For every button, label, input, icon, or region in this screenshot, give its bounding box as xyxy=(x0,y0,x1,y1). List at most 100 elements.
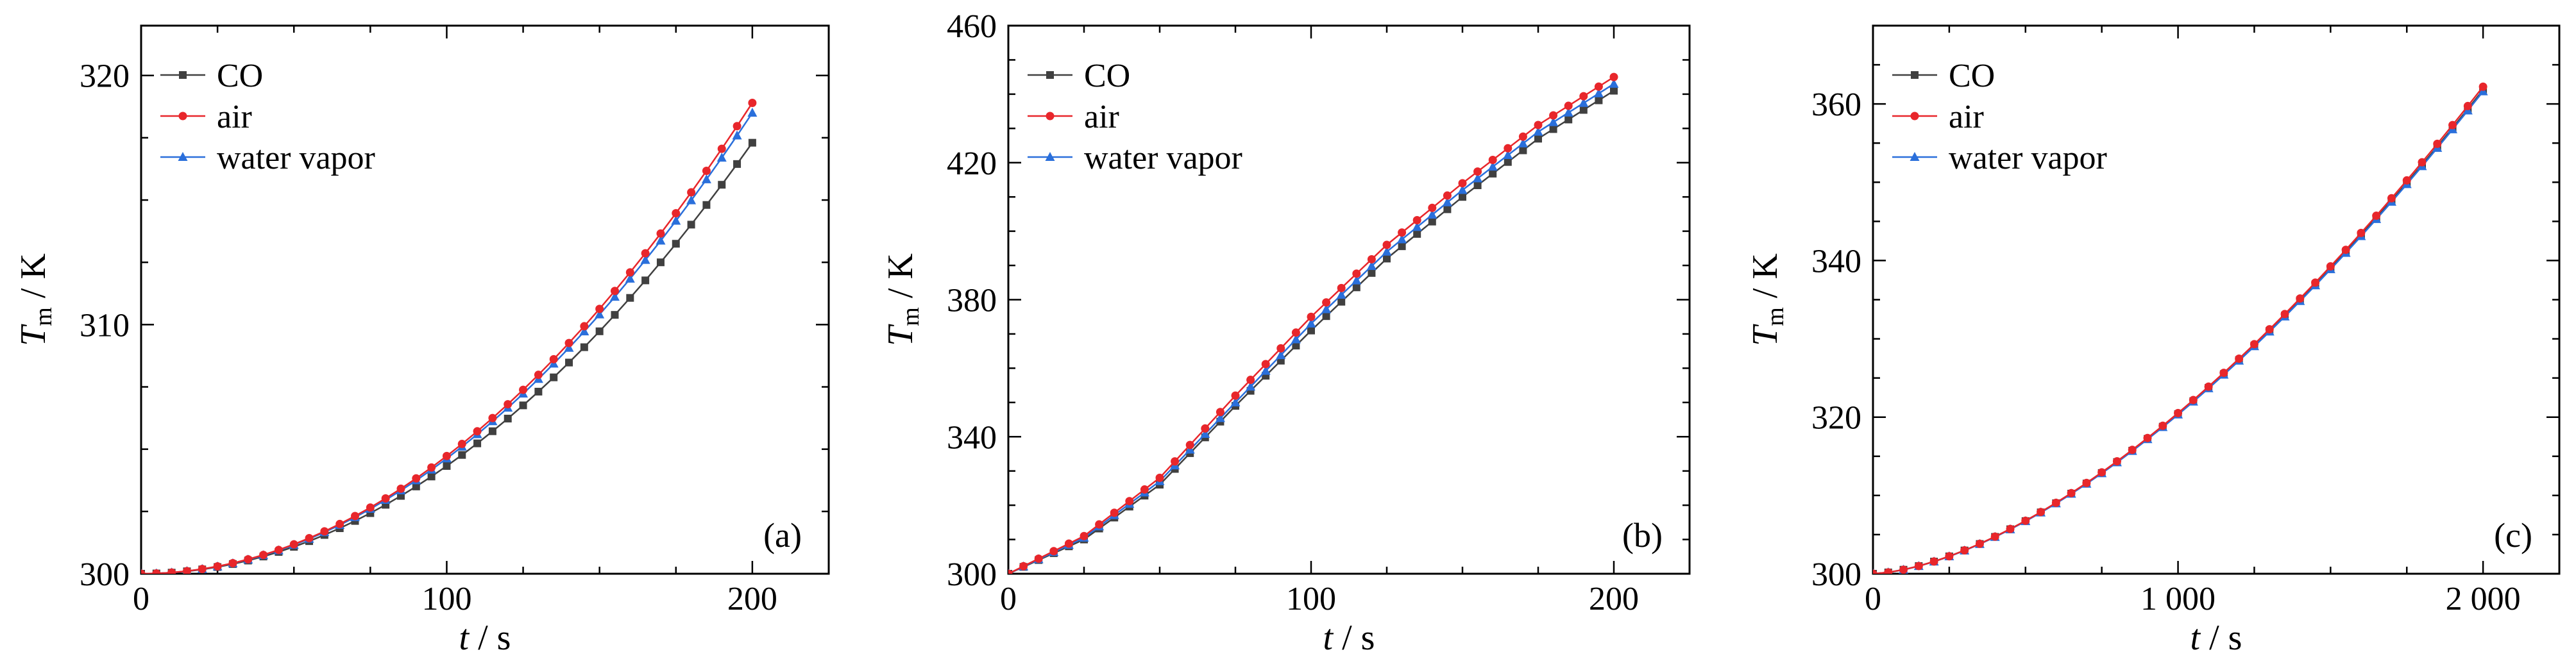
data-point xyxy=(2037,508,2046,517)
data-point xyxy=(2051,498,2060,507)
data-point xyxy=(473,439,482,447)
data-point xyxy=(1504,144,1513,153)
data-point xyxy=(1352,269,1361,278)
data-point xyxy=(427,463,436,472)
series-air xyxy=(1008,72,1618,574)
x-tick-label: 100 xyxy=(421,581,471,617)
panel-label: (a) xyxy=(763,516,802,555)
data-point xyxy=(2128,446,2137,455)
data-point xyxy=(1260,365,1271,375)
data-point xyxy=(182,567,191,574)
data-point xyxy=(641,276,650,285)
y-axis-title: Tm / K xyxy=(1745,253,1789,346)
data-point xyxy=(1595,96,1603,104)
data-point xyxy=(1594,82,1603,91)
legend-label: air xyxy=(1084,99,1119,135)
data-point xyxy=(549,355,558,363)
legend-marker xyxy=(1910,112,1919,121)
data-point xyxy=(580,322,589,331)
data-point xyxy=(671,215,681,225)
legend-marker xyxy=(178,152,188,161)
data-point xyxy=(1246,381,1256,391)
data-point xyxy=(152,569,161,574)
data-point xyxy=(488,427,496,435)
plot-frame xyxy=(140,24,830,575)
data-point xyxy=(611,311,619,319)
data-point xyxy=(2280,310,2289,319)
data-point xyxy=(2433,139,2442,148)
data-point xyxy=(2067,488,2076,497)
data-point xyxy=(1457,185,1468,194)
data-point xyxy=(2158,421,2167,430)
data-point xyxy=(1975,539,1984,548)
data-point xyxy=(701,174,711,183)
series-line xyxy=(141,112,753,574)
data-point xyxy=(305,533,314,542)
data-point xyxy=(1518,132,1527,141)
data-point xyxy=(595,309,605,319)
data-point xyxy=(1382,240,1391,249)
data-point xyxy=(1473,167,1482,176)
y-tick-label: 300 xyxy=(947,556,997,593)
data-point xyxy=(1215,413,1225,422)
data-point xyxy=(2097,468,2106,477)
data-point xyxy=(167,568,176,574)
data-point xyxy=(1549,125,1557,133)
chart-panel-2: 0 100 200 300 340 380 420 460 t / s Tm / K CO air wa… xyxy=(881,8,1691,658)
data-point xyxy=(2006,524,2015,533)
data-point xyxy=(244,555,253,564)
y-tick-label: 320 xyxy=(1811,400,1861,437)
data-point xyxy=(1307,326,1315,335)
panel-label: (b) xyxy=(1622,516,1663,555)
legend-label: CO xyxy=(217,58,263,94)
x-tick-label: 0 xyxy=(1000,581,1017,617)
data-point xyxy=(2250,340,2258,349)
data-point xyxy=(1518,138,1528,147)
data-point xyxy=(1110,508,1119,517)
legend-label: CO xyxy=(1084,58,1130,94)
series-water-vapor xyxy=(141,108,758,574)
data-point xyxy=(1397,234,1407,244)
data-point xyxy=(457,440,466,449)
data-point xyxy=(412,474,421,483)
data-point xyxy=(1609,72,1618,81)
chart-panel-3: 0 1 000 2 000 300 320 340 360 t / s Tm / K CO air w… xyxy=(1745,24,2561,658)
data-point xyxy=(519,401,527,410)
data-point xyxy=(412,482,420,490)
data-point xyxy=(1200,428,1210,438)
data-point xyxy=(1185,440,1194,449)
data-point xyxy=(747,108,758,117)
data-point xyxy=(1336,290,1346,299)
data-point xyxy=(320,527,329,536)
data-point xyxy=(2265,325,2274,334)
data-point xyxy=(1503,149,1513,159)
data-point xyxy=(1443,205,1452,213)
data-point xyxy=(458,451,466,459)
data-point xyxy=(2204,382,2213,391)
y-tick-label: 300 xyxy=(1811,556,1861,593)
data-point xyxy=(564,338,573,347)
data-point xyxy=(1080,531,1089,540)
data-point xyxy=(1095,520,1104,529)
data-point xyxy=(748,138,756,147)
legend-marker xyxy=(1046,112,1055,121)
x-axis-title: t / s xyxy=(1323,618,1375,658)
data-point xyxy=(1563,107,1573,117)
data-point xyxy=(427,472,436,481)
data-point xyxy=(687,221,695,229)
data-point xyxy=(641,249,650,258)
data-point xyxy=(1549,111,1558,120)
y-tick-label: 310 xyxy=(80,307,130,344)
data-point xyxy=(274,546,283,555)
data-point xyxy=(1579,97,1589,107)
data-point xyxy=(1291,334,1301,344)
data-point xyxy=(1914,562,1923,571)
data-point xyxy=(2189,396,2198,405)
data-point xyxy=(289,540,298,549)
data-point xyxy=(565,358,573,367)
data-point xyxy=(534,387,543,396)
data-point xyxy=(1352,283,1360,292)
data-point xyxy=(1246,376,1255,385)
data-point xyxy=(1428,203,1437,212)
data-point xyxy=(1442,197,1452,206)
